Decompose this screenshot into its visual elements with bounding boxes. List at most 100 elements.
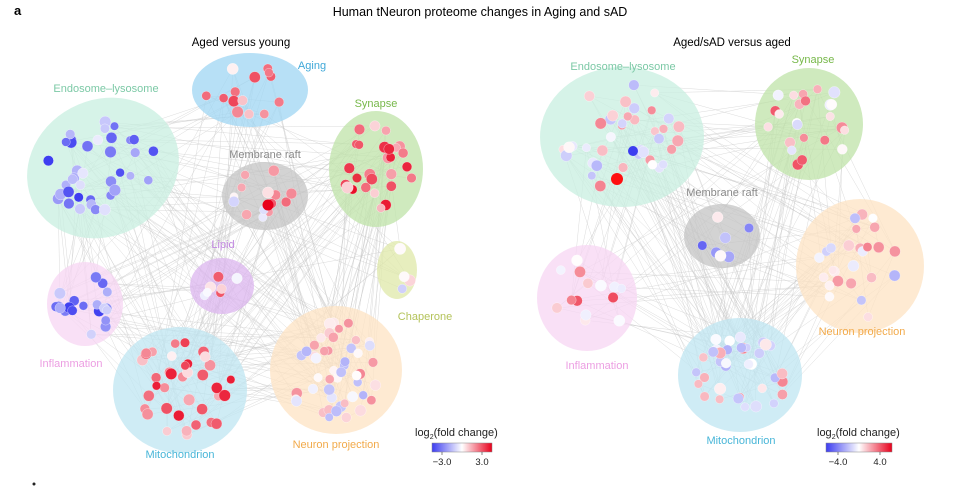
protein-node xyxy=(340,356,350,367)
protein-node xyxy=(851,224,861,234)
protein-node xyxy=(618,162,629,173)
protein-node xyxy=(650,88,660,98)
protein-node xyxy=(628,102,640,114)
protein-node xyxy=(774,109,784,119)
protein-node xyxy=(849,212,861,224)
protein-node xyxy=(162,426,172,436)
protein-node xyxy=(691,367,701,377)
protein-node xyxy=(346,343,357,354)
protein-node xyxy=(231,106,244,118)
protein-node xyxy=(607,292,619,303)
protein-node xyxy=(62,186,75,198)
protein-node xyxy=(152,381,161,391)
left-scale-max: 3.0 xyxy=(475,457,488,468)
protein-node xyxy=(241,209,252,220)
protein-node xyxy=(800,95,811,106)
protein-node xyxy=(863,312,873,322)
protein-node-highlight xyxy=(352,173,362,183)
left-scale-title: log2(fold change) xyxy=(415,427,498,441)
protein-node xyxy=(658,124,669,134)
protein-node xyxy=(90,271,102,283)
protein-node xyxy=(594,117,607,130)
protein-node xyxy=(653,133,665,145)
protein-node xyxy=(383,143,395,155)
protein-node xyxy=(368,357,378,368)
cluster-bubble xyxy=(540,67,704,207)
protein-node xyxy=(818,272,829,283)
protein-node xyxy=(334,324,344,334)
protein-node xyxy=(74,203,86,215)
panel-letter: a xyxy=(14,3,22,18)
protein-node xyxy=(843,239,855,252)
protein-node xyxy=(63,198,75,210)
cluster-label: Lipid xyxy=(211,239,234,251)
protein-node xyxy=(556,265,566,275)
protein-node xyxy=(583,90,595,102)
protein-node xyxy=(868,213,878,223)
cluster-label: Endosome–lysosome xyxy=(570,61,675,73)
protein-node xyxy=(81,140,94,152)
protein-node xyxy=(398,271,410,283)
protein-node xyxy=(824,280,835,291)
protein-node xyxy=(316,333,326,343)
network-edge xyxy=(105,101,234,327)
protein-node xyxy=(216,283,227,294)
protein-node xyxy=(181,425,192,437)
network-edge xyxy=(237,111,405,277)
protein-node xyxy=(394,242,406,255)
protein-node xyxy=(341,412,352,423)
protein-node xyxy=(325,374,335,384)
protein-node xyxy=(719,232,732,244)
protein-node xyxy=(397,284,407,294)
cluster-bubble xyxy=(192,53,308,127)
protein-node xyxy=(231,272,243,284)
protein-node-highlight xyxy=(262,199,274,211)
right-panel-subtitle: Aged/sAD versus aged xyxy=(673,37,791,49)
protein-node xyxy=(647,105,657,115)
protein-node xyxy=(77,167,89,179)
right-scale-max: 4.0 xyxy=(873,457,886,468)
protein-node xyxy=(98,203,111,216)
protein-node xyxy=(734,331,746,343)
protein-node xyxy=(259,109,270,119)
left-color-scale: log2(fold change) −3.0 3.0 xyxy=(415,427,498,468)
protein-node xyxy=(54,302,66,314)
network-edge xyxy=(677,140,820,258)
protein-node xyxy=(180,361,190,371)
protein-node xyxy=(869,222,880,233)
cluster-label: Inflammation xyxy=(40,358,103,370)
protein-node xyxy=(202,287,212,297)
figure-title: Human tNeuron proteome changes in Aging … xyxy=(333,5,628,19)
protein-node xyxy=(714,250,727,262)
protein-node xyxy=(67,174,78,185)
protein-node xyxy=(619,95,632,108)
protein-node xyxy=(218,93,229,103)
protein-node xyxy=(151,372,162,383)
protein-node-highlight xyxy=(611,173,623,185)
protein-node xyxy=(386,180,397,192)
protein-node xyxy=(110,121,119,131)
protein-node xyxy=(347,391,359,403)
network-edge xyxy=(59,144,360,294)
protein-node xyxy=(866,272,877,283)
protein-node xyxy=(845,277,857,289)
cluster-label: Membrane raft xyxy=(229,149,301,161)
protein-node xyxy=(92,134,103,146)
network-edge xyxy=(102,283,208,293)
protein-node xyxy=(104,145,117,158)
protein-node xyxy=(324,412,334,422)
protein-node xyxy=(699,391,710,402)
network-edge xyxy=(210,98,224,288)
left-cluster-labels: Aging Endosome–lysosome Synapse Membrane ra… xyxy=(40,60,453,461)
protein-node xyxy=(128,134,140,145)
protein-node xyxy=(732,393,744,404)
protein-node xyxy=(213,271,224,283)
protein-node xyxy=(715,394,725,404)
protein-node xyxy=(366,173,378,185)
protein-node xyxy=(736,342,747,353)
protein-node xyxy=(759,338,772,351)
protein-node xyxy=(862,242,873,252)
protein-node xyxy=(340,398,350,408)
protein-node xyxy=(108,184,121,197)
protein-node xyxy=(126,171,135,181)
